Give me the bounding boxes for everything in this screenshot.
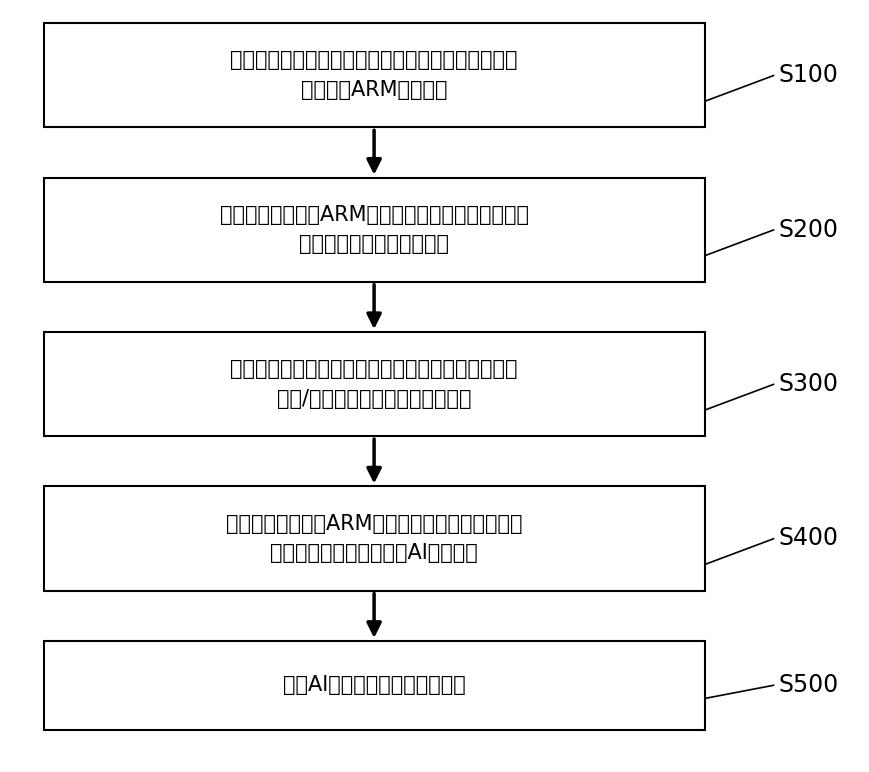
Text: 所述控制中心模块根据检测结果对图像传感器进行变
倍和/或变焦处理，以得到目标图片: 所述控制中心模块根据检测结果对图像传感器进行变 倍和/或变焦处理，以得到目标图片 [230,359,517,409]
Text: S400: S400 [778,527,838,550]
Text: S100: S100 [778,63,838,87]
Text: 通过图像传感器采集外部场景图像数据并发送给数据
处理芯片ARM进行处理: 通过图像传感器采集外部场景图像数据并发送给数据 处理芯片ARM进行处理 [230,50,517,100]
Text: S500: S500 [778,673,838,697]
Text: 利用数据处理芯片ARM中的控制中心模块对采集到的
外部场景图像数据进行检测: 利用数据处理芯片ARM中的控制中心模块对采集到的 外部场景图像数据进行检测 [219,205,528,255]
FancyBboxPatch shape [43,641,704,730]
FancyBboxPatch shape [43,486,704,591]
Text: S200: S200 [778,218,838,242]
FancyBboxPatch shape [43,178,704,282]
FancyBboxPatch shape [43,23,704,127]
Text: S300: S300 [778,372,838,396]
FancyBboxPatch shape [43,332,704,436]
Text: 利用数据处理芯片ARM中的图像处理模块对目标图
片进行处理分析并发送给AI算法模块: 利用数据处理芯片ARM中的图像处理模块对目标图 片进行处理分析并发送给AI算法模… [226,513,521,564]
Text: 通过AI算法模块对目标进行识别: 通过AI算法模块对目标进行识别 [282,676,465,695]
